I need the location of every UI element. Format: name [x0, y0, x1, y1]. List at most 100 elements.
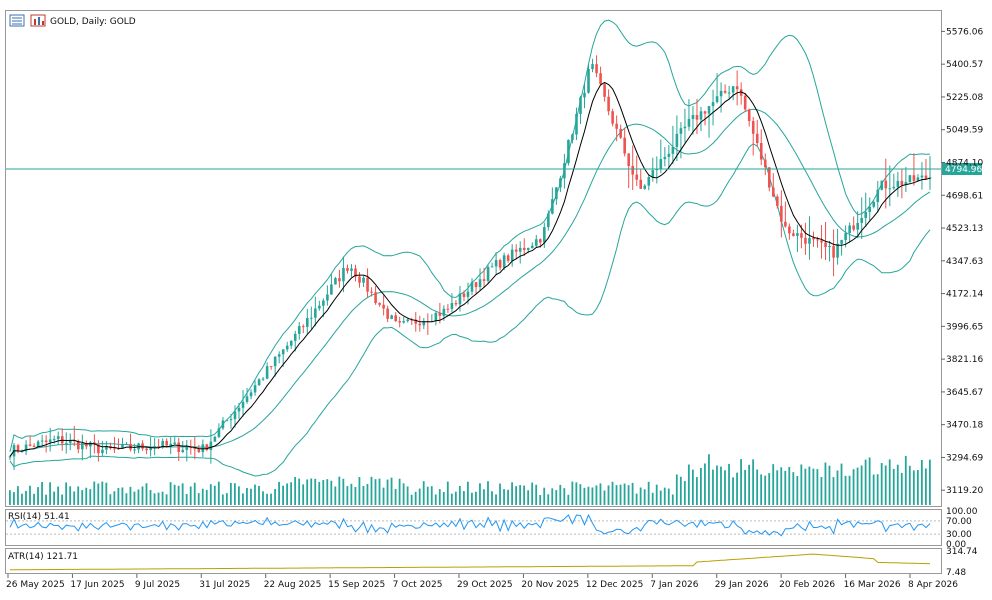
volume-bar — [587, 486, 590, 505]
bollinger-upper — [9, 19, 931, 452]
volume-bar — [647, 481, 650, 505]
candle — [257, 378, 261, 386]
candle — [731, 86, 735, 101]
candle — [739, 82, 743, 105]
candle — [414, 311, 418, 332]
candle — [40, 434, 44, 447]
candle — [470, 278, 474, 296]
candle — [832, 229, 835, 277]
candle — [85, 440, 88, 450]
candle — [920, 162, 924, 190]
candle — [792, 229, 795, 237]
volume-bar — [511, 482, 513, 505]
volume-bar — [294, 477, 297, 505]
candle — [241, 390, 245, 417]
volume-bar — [129, 486, 132, 505]
time-tick-label: 20 Nov 2025 — [521, 580, 579, 590]
volume-bar — [354, 487, 357, 505]
candle — [703, 110, 707, 126]
volume-bar — [683, 481, 686, 505]
candle — [273, 356, 277, 377]
volume-bar — [523, 485, 526, 505]
volume-bar — [342, 478, 345, 505]
candle — [900, 168, 904, 199]
candle — [354, 264, 357, 282]
volume-bar — [603, 490, 606, 505]
volume-bar — [209, 484, 212, 505]
volume-bar — [117, 487, 120, 505]
moving-average-line — [9, 81, 931, 457]
volume-bar — [205, 489, 208, 505]
candle — [454, 300, 458, 307]
price-tick-label: 3470.18 — [946, 421, 983, 431]
volume-bar — [89, 489, 92, 505]
volume-bar — [547, 494, 550, 505]
volume-bar — [720, 466, 722, 505]
candle — [101, 440, 104, 456]
candle — [671, 125, 675, 164]
candle — [667, 145, 671, 169]
volume-bar — [262, 491, 264, 505]
volume-bar — [33, 493, 35, 505]
candle — [888, 165, 892, 207]
volume-bar — [764, 475, 767, 505]
volume-bar — [868, 457, 871, 505]
volume-bar — [73, 491, 76, 505]
volume-bar — [422, 481, 425, 505]
bollinger-lower — [9, 143, 931, 477]
candle — [643, 184, 647, 190]
candle — [314, 296, 317, 327]
candle — [494, 252, 498, 275]
volume-bar — [836, 470, 839, 505]
volume-bar — [238, 486, 240, 505]
volume-bar — [133, 491, 136, 505]
candle — [530, 242, 534, 249]
volume-bar — [225, 493, 228, 505]
volume-bar — [346, 486, 349, 505]
chart-bars-icon[interactable] — [30, 14, 46, 27]
volume-bar — [583, 487, 586, 505]
volume-bar — [716, 465, 718, 505]
volume-bar — [499, 483, 501, 505]
time-tick-label: 26 May 2025 — [6, 580, 65, 590]
candle — [828, 240, 831, 262]
candle — [482, 267, 486, 288]
volume-bar — [274, 489, 276, 505]
volume-bar — [386, 479, 389, 505]
candle — [173, 436, 177, 445]
volume-bar — [675, 474, 678, 505]
volume-bar — [884, 465, 887, 505]
candle — [691, 106, 695, 135]
chart-window-icon[interactable] — [9, 14, 25, 27]
volume-bar — [872, 474, 875, 505]
candle — [44, 435, 48, 453]
volume-bar — [844, 475, 847, 505]
candle — [808, 216, 811, 260]
volume-bar — [65, 482, 68, 505]
volume-bar — [679, 476, 682, 505]
price-tick-label: 4698.61 — [946, 191, 983, 201]
candle — [767, 167, 771, 192]
volume-bar — [213, 485, 216, 505]
rsi-axis-label: 0.00 — [946, 540, 966, 550]
candle — [687, 99, 691, 131]
candle — [551, 187, 554, 215]
candle — [265, 362, 269, 380]
volume-bar — [591, 487, 594, 505]
candle — [663, 147, 667, 167]
volume-bar — [278, 481, 280, 505]
volume-bar — [69, 486, 72, 505]
volume-bar — [695, 477, 698, 505]
candles[interactable] — [8, 55, 932, 471]
volume-bar — [314, 478, 317, 505]
volume-bar — [290, 482, 293, 505]
candle — [872, 200, 876, 209]
candle — [848, 222, 851, 243]
volume-bar — [394, 488, 397, 505]
candle — [478, 268, 482, 291]
volume-bar — [920, 459, 923, 505]
volume-bar — [217, 481, 220, 505]
atr-axis: 314.74 7.48 — [946, 547, 978, 578]
